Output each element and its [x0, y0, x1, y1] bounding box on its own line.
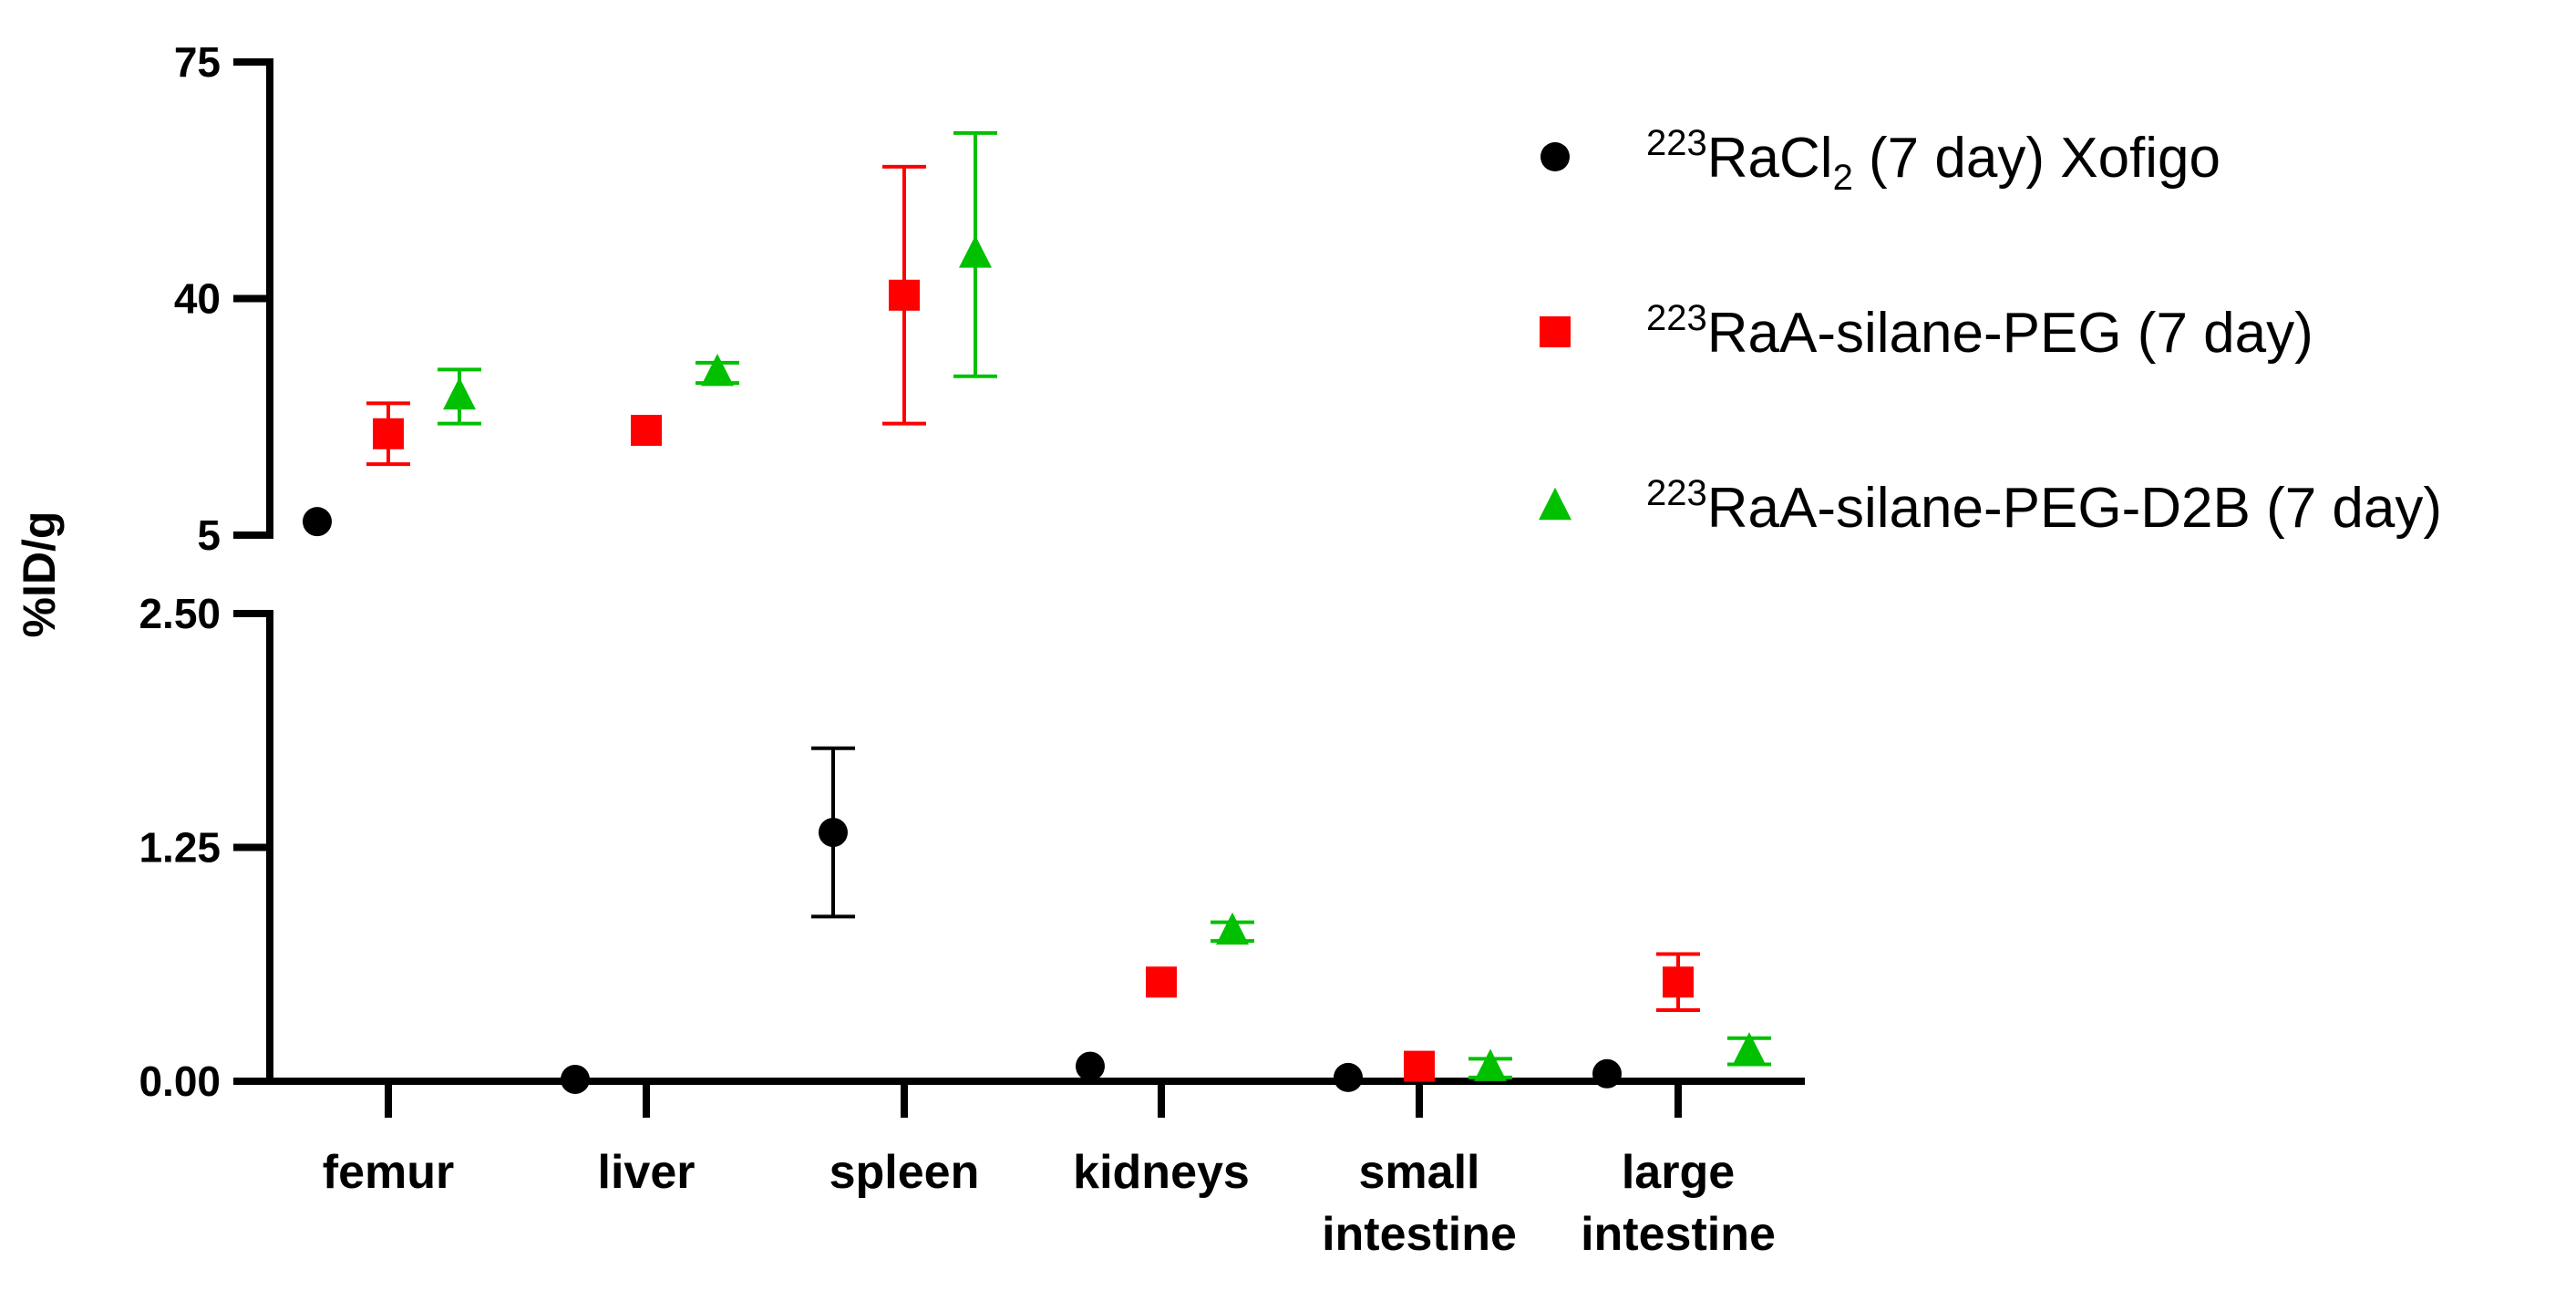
x-tick-label: liver	[598, 1146, 696, 1199]
legend: 223RaCl2 (7 day) Xofigo223RaA-silane-PEG…	[1539, 123, 2442, 540]
data-point-square	[631, 415, 662, 447]
legend-label: 223RaA-silane-PEG (7 day)	[1646, 298, 2313, 365]
data-point-triangle	[701, 353, 734, 387]
x-tick-label-line: kidneys	[1073, 1146, 1250, 1199]
data-point-square	[1146, 966, 1177, 998]
legend-label: 223RaCl2 (7 day) Xofigo	[1646, 123, 2221, 198]
legend-label: 223RaA-silane-PEG-D2B (7 day)	[1646, 473, 2442, 540]
legend-marker-square	[1540, 316, 1571, 347]
x-tick-label: femur	[323, 1146, 454, 1199]
legend-label-rest: (7 day)	[2251, 477, 2442, 540]
y-tick-label: 2.50	[139, 590, 221, 637]
x-tick-label-line: femur	[323, 1146, 454, 1199]
legend-label-mass: 223	[1646, 298, 1707, 338]
data-point-triangle	[1733, 1032, 1766, 1065]
y-tick-label: 40	[174, 275, 221, 323]
data-point-square	[1663, 966, 1694, 998]
y-tick-label: 1.25	[139, 824, 221, 872]
data-point-circle	[561, 1064, 590, 1094]
data-point-triangle	[1216, 912, 1249, 945]
y-tick-label: 0.00	[139, 1058, 221, 1105]
data-point-square	[1404, 1050, 1435, 1082]
x-tick-label-line: spleen	[829, 1146, 980, 1199]
legend-label-base: RaCl	[1707, 127, 1833, 190]
data-marks	[303, 130, 1771, 1094]
legend-label-base: RaA-silane-PEG	[1707, 302, 2122, 365]
x-tick-label-line: small	[1359, 1146, 1480, 1199]
x-tick-label-line: intestine	[1581, 1208, 1776, 1261]
x-tick-label: spleen	[829, 1146, 980, 1199]
data-point-circle	[1076, 1051, 1105, 1081]
x-tick-label: kidneys	[1073, 1146, 1250, 1199]
data-point-triangle	[1474, 1048, 1507, 1081]
data-point-square	[889, 279, 920, 311]
data-point-triangle	[443, 377, 476, 410]
legend-marker-circle	[1540, 142, 1570, 171]
y-axis-label: %ID/g	[14, 511, 65, 638]
legend-label-mass: 223	[1646, 473, 1707, 513]
x-tick-label-line: liver	[598, 1146, 696, 1199]
legend-label-base: RaA-silane-PEG-D2B	[1707, 477, 2251, 540]
data-point-circle	[819, 818, 848, 848]
x-tick-label-line: large	[1622, 1146, 1735, 1199]
y-tick-label: 75	[174, 38, 221, 86]
x-tick-label-line: intestine	[1322, 1208, 1517, 1261]
axes: 5 40 75 0.00 1.25 2.50 femur liver spleen kidneys…	[14, 38, 1805, 1261]
y-tick-label: 5	[197, 511, 221, 559]
data-point-triangle	[959, 235, 992, 268]
legend-label-mass: 223	[1646, 123, 1707, 163]
x-tick-label: large intestine	[1581, 1146, 1776, 1261]
x-tick-label: small intestine	[1322, 1146, 1517, 1261]
legend-label-rest: (7 day) Xofigo	[1853, 127, 2221, 190]
data-point-circle	[1334, 1062, 1363, 1092]
data-point-square	[373, 418, 404, 449]
legend-label-sub: 2	[1833, 158, 1853, 198]
legend-marker-triangle	[1539, 487, 1571, 521]
data-point-circle	[1592, 1058, 1622, 1089]
data-point-circle	[303, 507, 332, 537]
legend-label-rest: (7 day)	[2122, 302, 2313, 365]
